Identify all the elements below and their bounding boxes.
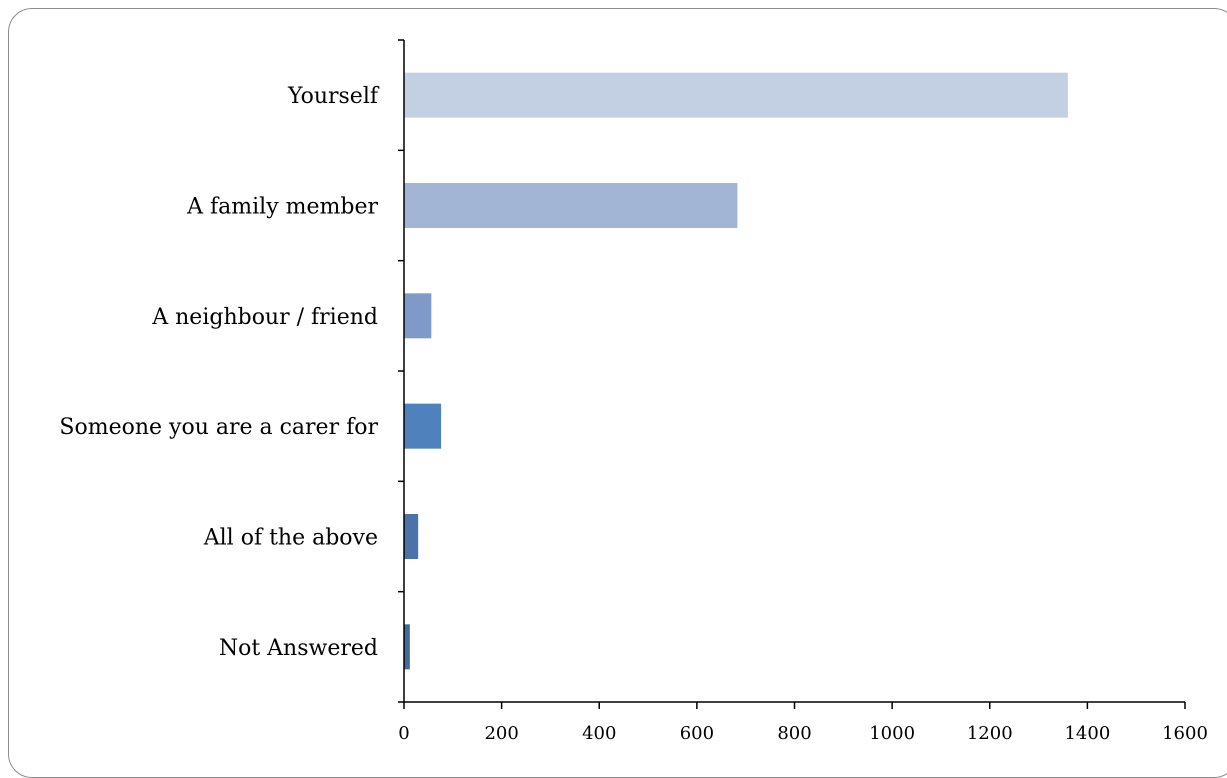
bar-someone-you-are-a-carer-for	[404, 403, 442, 449]
axes-group	[398, 39, 1186, 709]
category-label-all-of-the-above: All of the above	[203, 526, 378, 551]
x-tick-label: 200	[484, 723, 518, 744]
bar-yourself	[404, 72, 1068, 118]
x-tick-label: 800	[777, 723, 811, 744]
category-label-a-family-member: A family member	[186, 195, 378, 220]
bar-a-family-member	[404, 183, 738, 228]
x-tick-label: 1400	[1064, 723, 1110, 744]
tick-labels-group: 0 200 400 600 800 1000 1200 1400 1600	[398, 723, 1208, 744]
x-tick-label: 1600	[1162, 723, 1208, 744]
bar-not-answered	[404, 624, 410, 670]
x-tick-label: 0	[398, 723, 409, 744]
x-tick-label: 400	[582, 723, 616, 744]
category-label-someone-you-are-a-carer-for: Someone you are a carer for	[59, 415, 378, 440]
category-label-a-neighbour-friend: A neighbour / friend	[151, 305, 378, 330]
bars-group	[404, 72, 1068, 670]
category-label-not-answered: Not Answered	[219, 636, 378, 661]
x-tick-label: 1000	[869, 723, 915, 744]
bar-a-neighbour-friend	[404, 293, 432, 339]
category-labels-group: Yourself A family member A neighbour / fri…	[59, 84, 379, 661]
category-label-yourself: Yourself	[287, 84, 380, 109]
x-tick-label: 600	[680, 723, 714, 744]
chart-frame	[8, 8, 1227, 778]
bar-chart: Yourself A family member A neighbour / fri…	[59, 39, 1208, 744]
bar-all-of-the-above	[404, 514, 419, 559]
x-tick-label: 1200	[967, 723, 1013, 744]
